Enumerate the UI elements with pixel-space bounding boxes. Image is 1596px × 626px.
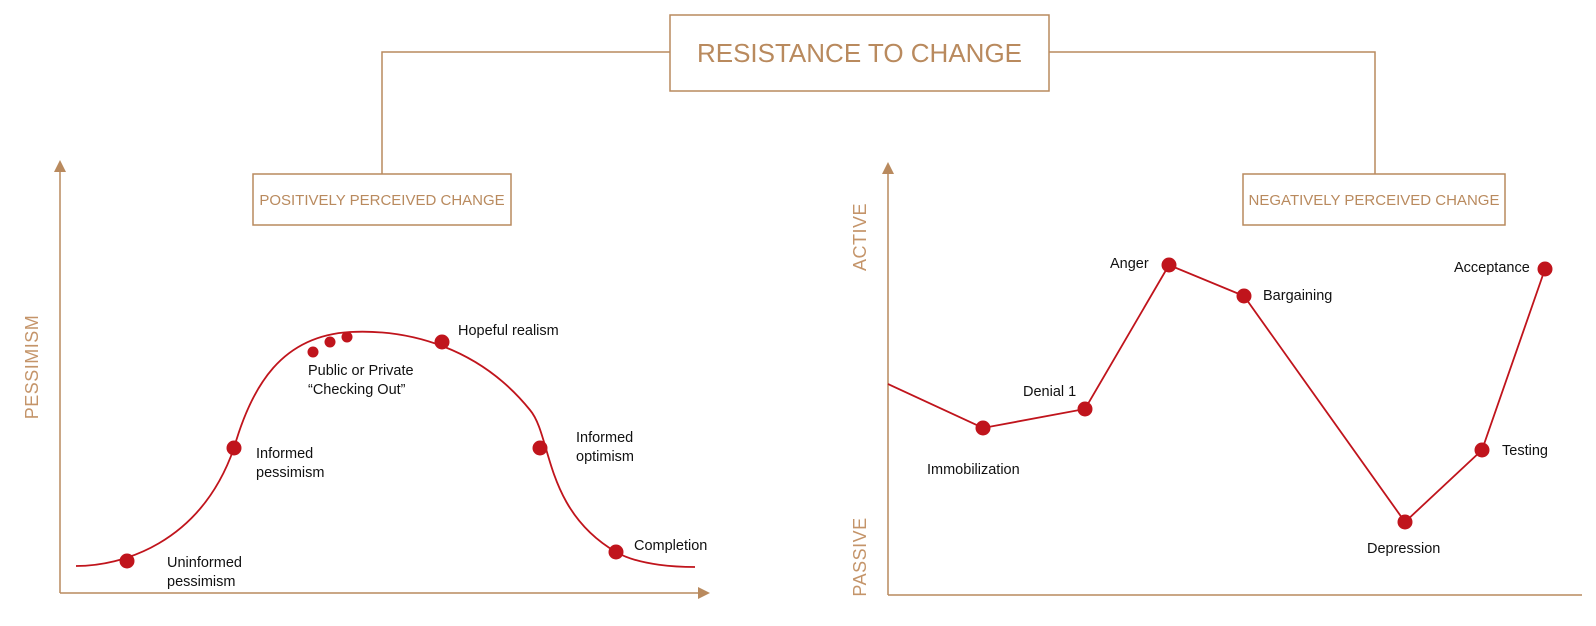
point-bargaining <box>1236 288 1252 304</box>
point-informed-optimism <box>532 440 548 456</box>
point-acceptance <box>1537 261 1553 277</box>
label-checking-out-1: Public or Private <box>308 363 414 379</box>
right-points <box>975 257 1553 530</box>
label-immobilization: Immobilization <box>927 462 1020 478</box>
point-denial <box>1077 401 1093 417</box>
left-points <box>119 331 624 569</box>
right-heading: NEGATIVELY PERCEIVED CHANGE <box>1249 192 1500 209</box>
point-uninformed-pessimism <box>119 553 135 569</box>
label-acceptance: Acceptance <box>1454 260 1530 276</box>
right-y-axis-top-label: ACTIVE <box>850 203 870 271</box>
label-hopeful-realism: Hopeful realism <box>458 323 559 339</box>
left-axes <box>54 160 710 599</box>
left-heading: POSITIVELY PERCEIVED CHANGE <box>259 192 504 209</box>
point-hopeful-realism <box>434 334 450 350</box>
point-checking-out-3 <box>341 331 353 343</box>
label-informed-pessimism-2: pessimism <box>256 465 324 481</box>
label-uninformed-pessimism-1: Uninformed <box>167 555 242 571</box>
point-testing <box>1474 442 1490 458</box>
left-y-axis-label: PESSIMISM <box>22 315 42 420</box>
point-checking-out-1 <box>307 346 319 358</box>
point-depression <box>1397 514 1413 530</box>
right-heading-box: NEGATIVELY PERCEIVED CHANGE <box>1242 173 1506 226</box>
label-completion: Completion <box>634 538 707 554</box>
connector-right <box>1049 51 1376 174</box>
left-labels: Uninformed pessimism Informed pessimism … <box>167 323 707 590</box>
label-informed-pessimism-1: Informed <box>256 446 313 462</box>
right-stage-line <box>887 263 1546 524</box>
label-denial: Denial 1 <box>1023 384 1076 400</box>
point-immobilization <box>975 420 991 436</box>
label-anger: Anger <box>1110 256 1149 272</box>
connector-left <box>381 51 670 174</box>
point-anger <box>1161 257 1177 273</box>
label-informed-optimism-1: Informed <box>576 430 633 446</box>
point-checking-out-2 <box>324 336 336 348</box>
right-axes <box>882 162 1582 596</box>
label-testing: Testing <box>1502 443 1548 459</box>
label-checking-out-2: “Checking Out” <box>308 382 406 398</box>
label-bargaining: Bargaining <box>1263 288 1332 304</box>
right-labels: Immobilization Denial 1 Anger Bargaining… <box>927 256 1548 557</box>
title-box: RESISTANCE TO CHANGE <box>669 14 1050 92</box>
label-informed-optimism-2: optimism <box>576 449 634 465</box>
point-informed-pessimism <box>226 440 242 456</box>
label-depression: Depression <box>1367 541 1440 557</box>
page-title: RESISTANCE TO CHANGE <box>697 38 1022 68</box>
right-y-axis-bottom-label: PASSIVE <box>850 517 870 596</box>
label-uninformed-pessimism-2: pessimism <box>167 574 235 590</box>
left-heading-box: POSITIVELY PERCEIVED CHANGE <box>252 173 512 226</box>
point-completion <box>608 544 624 560</box>
